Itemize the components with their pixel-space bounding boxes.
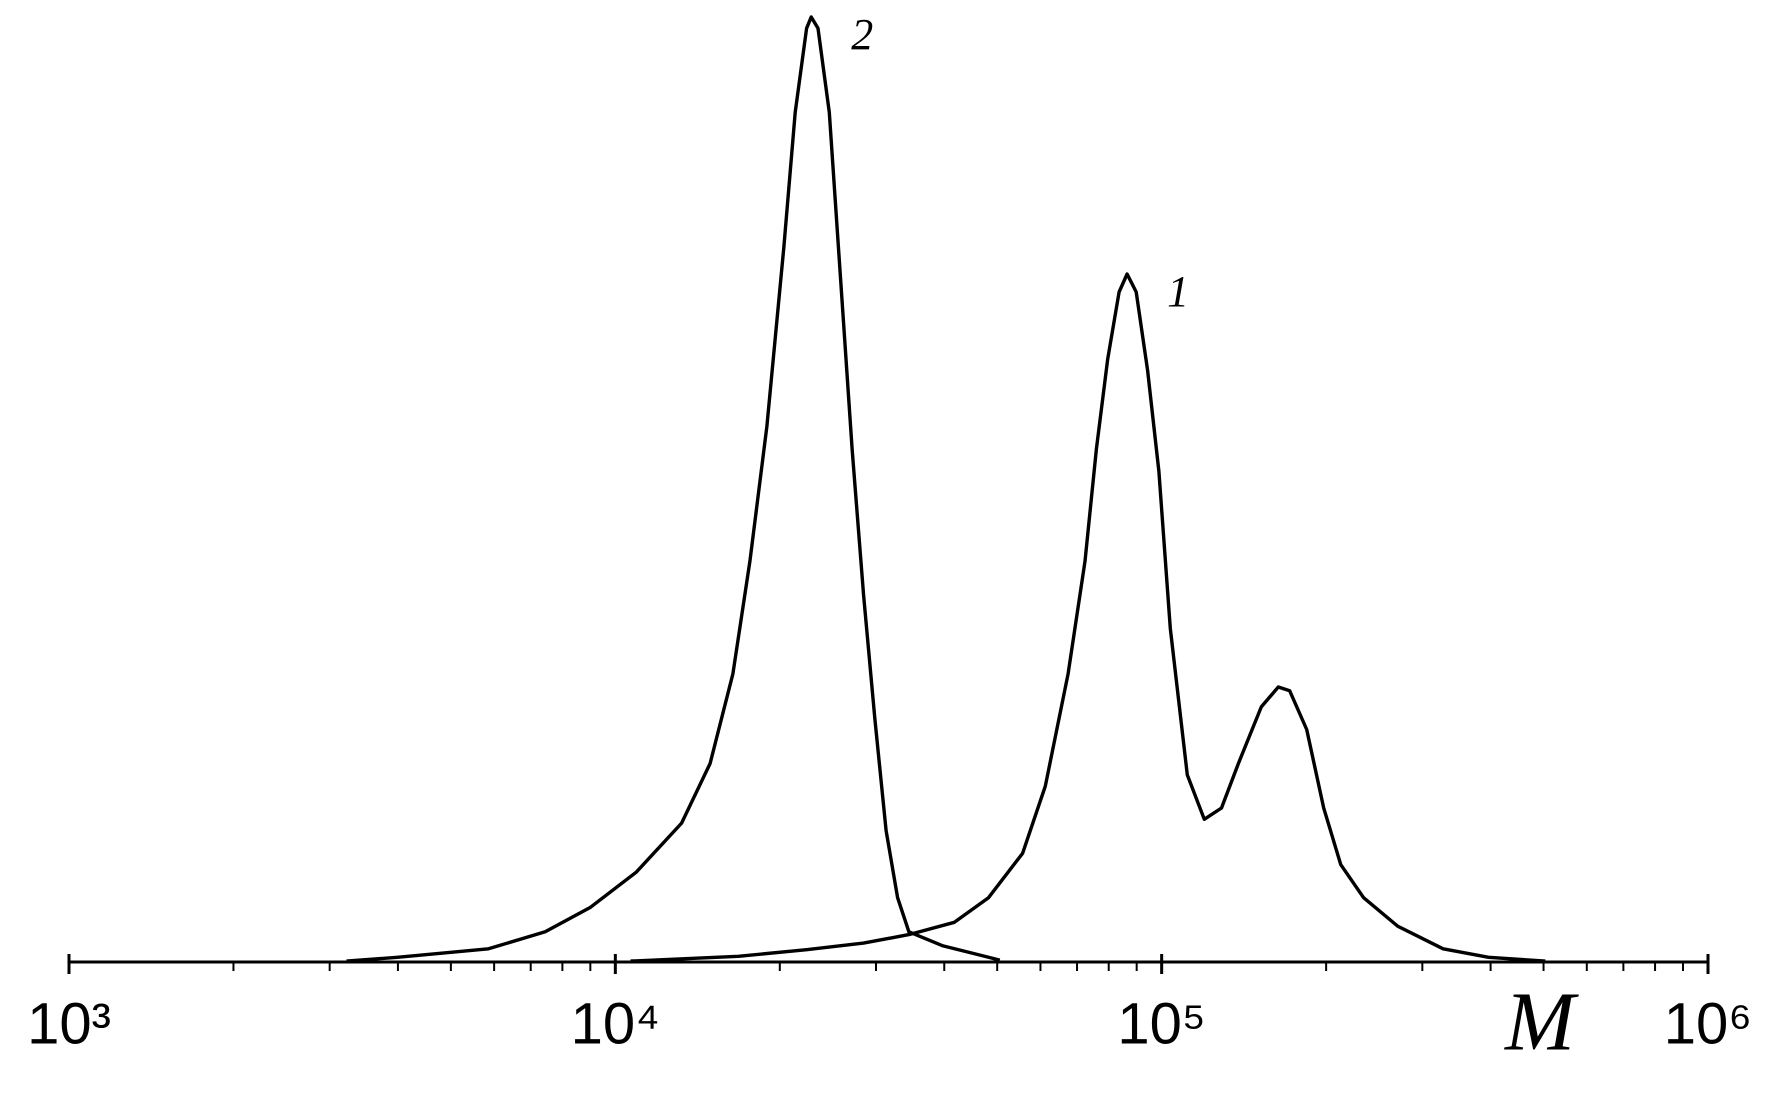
series-label: 2 <box>851 10 873 59</box>
series-label: 1 <box>1167 267 1189 316</box>
x-tick-label: 10⁵ <box>1117 991 1206 1056</box>
x-tick-label: 10⁴ <box>571 991 660 1056</box>
curve <box>630 272 1546 963</box>
x-tick-label: 10⁶ <box>1664 991 1752 1056</box>
curve <box>346 15 1001 963</box>
x-tick-label: 10³ <box>27 991 111 1056</box>
x-axis-label: M <box>1504 975 1579 1068</box>
